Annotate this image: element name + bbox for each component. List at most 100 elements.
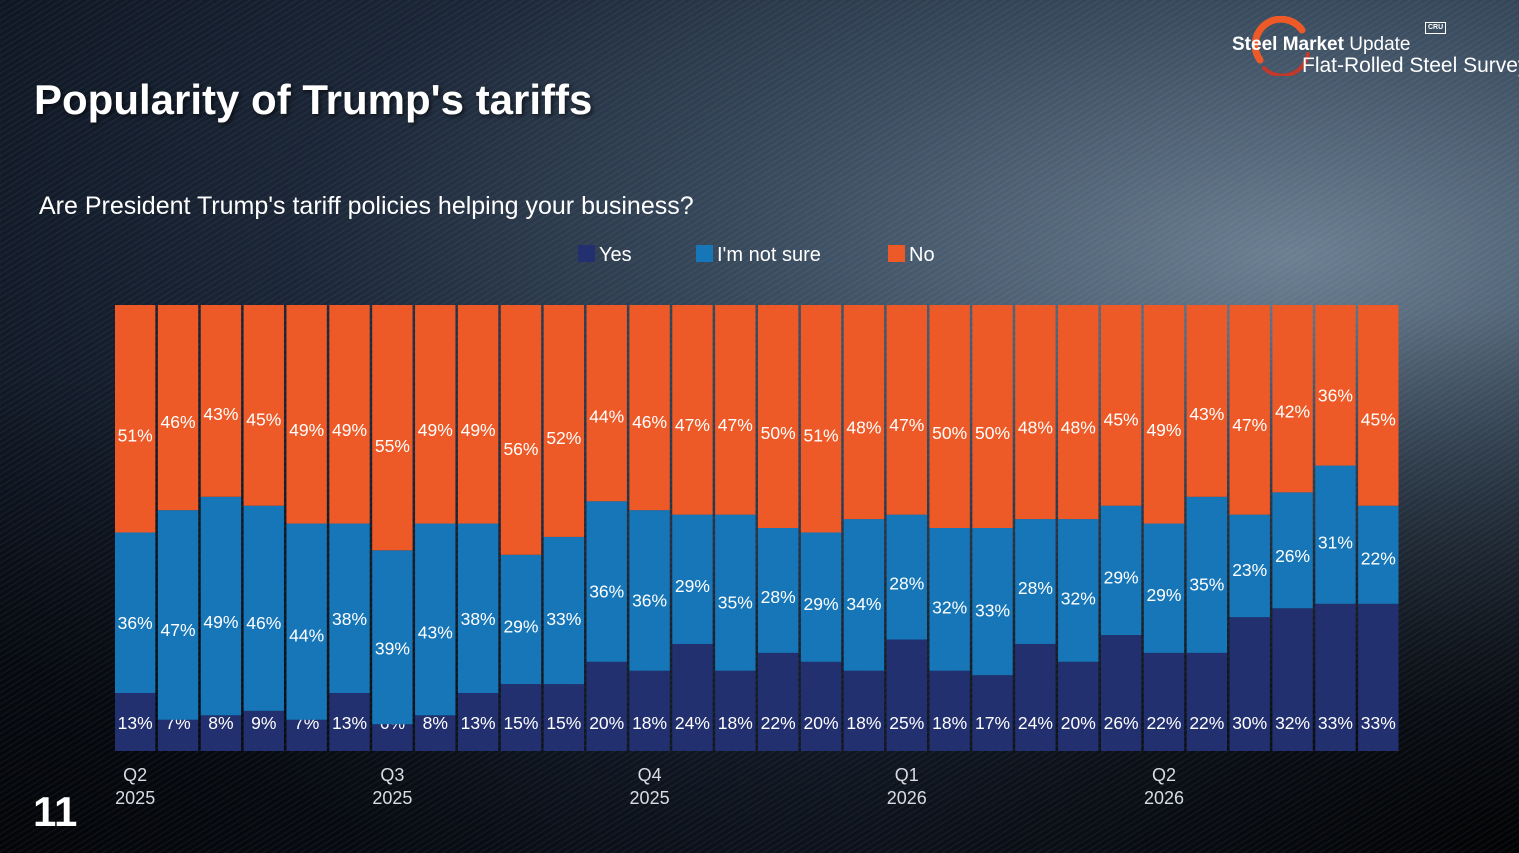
bar-segment-no [1358, 305, 1399, 506]
bar-segment-no [372, 305, 413, 551]
bar-group: 33% 31% 36% [1315, 305, 1356, 751]
data-label: 48% [1018, 417, 1053, 437]
legend-swatch [696, 245, 713, 262]
legend-swatch [578, 245, 595, 262]
data-label: 49% [203, 612, 238, 632]
data-label: 52% [546, 428, 581, 448]
legend-item-i-m-not-sure: I'm not sure [696, 244, 821, 266]
steel-market-update-logo: Steel Market Update Flat-Rolled Steel Su… [1228, 16, 1519, 86]
bar-segment-i-m-not-sure [672, 514, 713, 644]
data-label: 44% [289, 625, 324, 645]
data-label: 44% [589, 407, 624, 427]
x-axis-tick-line: 2025 [115, 788, 155, 808]
legend-item-no: No [888, 244, 935, 266]
data-label: 43% [418, 623, 453, 643]
bar-segment-no [800, 305, 842, 533]
bar-group: 13% 36% 51% [115, 305, 156, 751]
bar-group: 20% 36% 44% [586, 305, 627, 751]
bar-segment-no [1229, 305, 1270, 515]
bar-group: 20% 29% 51% [800, 305, 842, 751]
bar-group: 20% 32% 48% [1058, 305, 1099, 751]
slide-title: Popularity of Trump's tariffs [34, 76, 593, 123]
data-label: 32% [1061, 589, 1096, 609]
logo-wordmark: Steel Market Update [1232, 34, 1411, 55]
legend-label: Yes [599, 244, 632, 266]
bar-segment-no [243, 305, 284, 506]
bar-group: 13% 38% 49% [329, 305, 370, 751]
bar-segment-i-m-not-sure [200, 496, 242, 716]
data-label: 46% [246, 613, 281, 633]
data-label: 49% [289, 420, 324, 440]
data-label: 56% [503, 439, 538, 459]
data-label: 28% [1018, 578, 1053, 598]
data-label: 17% [975, 713, 1010, 733]
bar-segment-yes [329, 693, 370, 751]
data-label: 31% [1318, 533, 1353, 553]
bar-segment-yes [715, 670, 756, 751]
bar-group: 9% 46% 45% [243, 305, 284, 751]
data-label: 23% [1232, 560, 1267, 580]
bar-segment-i-m-not-sure [543, 536, 585, 685]
data-label: 29% [675, 576, 710, 596]
bar-group: 33% 22% 45% [1358, 305, 1399, 751]
x-axis-tick-line: 2025 [630, 788, 670, 808]
x-axis-tick-label: Q2 2025 [115, 765, 155, 808]
bar-segment-i-m-not-sure [1272, 492, 1313, 609]
bar-segment-i-m-not-sure [843, 519, 885, 671]
data-label: 8% [423, 713, 448, 733]
data-label: 20% [804, 713, 839, 733]
bar-segment-no [415, 305, 456, 524]
data-label: 18% [846, 713, 881, 733]
bar-segment-i-m-not-sure [629, 510, 670, 671]
bar-segment-no [672, 305, 713, 515]
data-label: 13% [332, 713, 367, 733]
x-axis-tick-line: Q4 [638, 765, 662, 785]
chart-title: Are President Trump's tariff policies he… [39, 192, 694, 220]
data-label: 33% [975, 600, 1010, 620]
data-label: 9% [251, 713, 276, 733]
data-label: 22% [761, 713, 796, 733]
bar-segment-no [329, 305, 370, 524]
x-axis-tick-label: Q3 2025 [372, 765, 412, 808]
data-label: 48% [1061, 417, 1096, 437]
bar-segment-no [1015, 305, 1056, 520]
data-label: 26% [1275, 546, 1310, 566]
bar-group: 22% 28% 50% [758, 305, 799, 751]
x-axis-tick-line: 2025 [372, 788, 412, 808]
data-label: 36% [589, 582, 624, 602]
x-axis-tick-line: Q2 [123, 765, 147, 785]
bar-segment-i-m-not-sure [1229, 514, 1270, 618]
bar-segment-no [500, 305, 542, 555]
bar-group: 24% 28% 48% [1015, 305, 1056, 751]
bar-segment-i-m-not-sure [115, 532, 156, 694]
bar-segment-i-m-not-sure [457, 523, 499, 694]
bar-segment-yes [758, 652, 799, 751]
data-label: 43% [203, 404, 238, 424]
data-label: 38% [332, 609, 367, 629]
bar-group: 22% 35% 43% [1186, 305, 1228, 751]
bar-segment-yes [972, 675, 1013, 751]
bar-segment-i-m-not-sure [1186, 496, 1228, 653]
bar-segment-no [457, 305, 499, 524]
bar-segment-i-m-not-sure [372, 550, 413, 725]
legend-label: I'm not sure [717, 244, 821, 266]
bar-segment-i-m-not-sure [972, 528, 1013, 676]
data-label: 47% [675, 415, 710, 435]
bar-segment-no [1186, 305, 1228, 497]
bar-segment-yes [800, 661, 842, 751]
x-axis-tick-line: 2026 [1144, 788, 1184, 808]
legend-item-yes: Yes [578, 244, 632, 266]
bar-segment-no [1272, 305, 1313, 493]
x-axis-tick-label: Q4 2025 [630, 765, 670, 808]
bar-segment-yes [1229, 617, 1270, 751]
bar-segment-yes [1272, 608, 1313, 751]
bar-segment-yes [929, 670, 970, 751]
data-label: 29% [804, 594, 839, 614]
data-label: 47% [718, 415, 753, 435]
data-label: 45% [1104, 409, 1139, 429]
bar-segment-no [286, 305, 327, 524]
x-axis-tick-line: Q2 [1152, 765, 1176, 785]
bar-group: 17% 33% 50% [972, 305, 1013, 751]
bar-segment-no [843, 305, 885, 520]
data-label: 15% [546, 713, 581, 733]
